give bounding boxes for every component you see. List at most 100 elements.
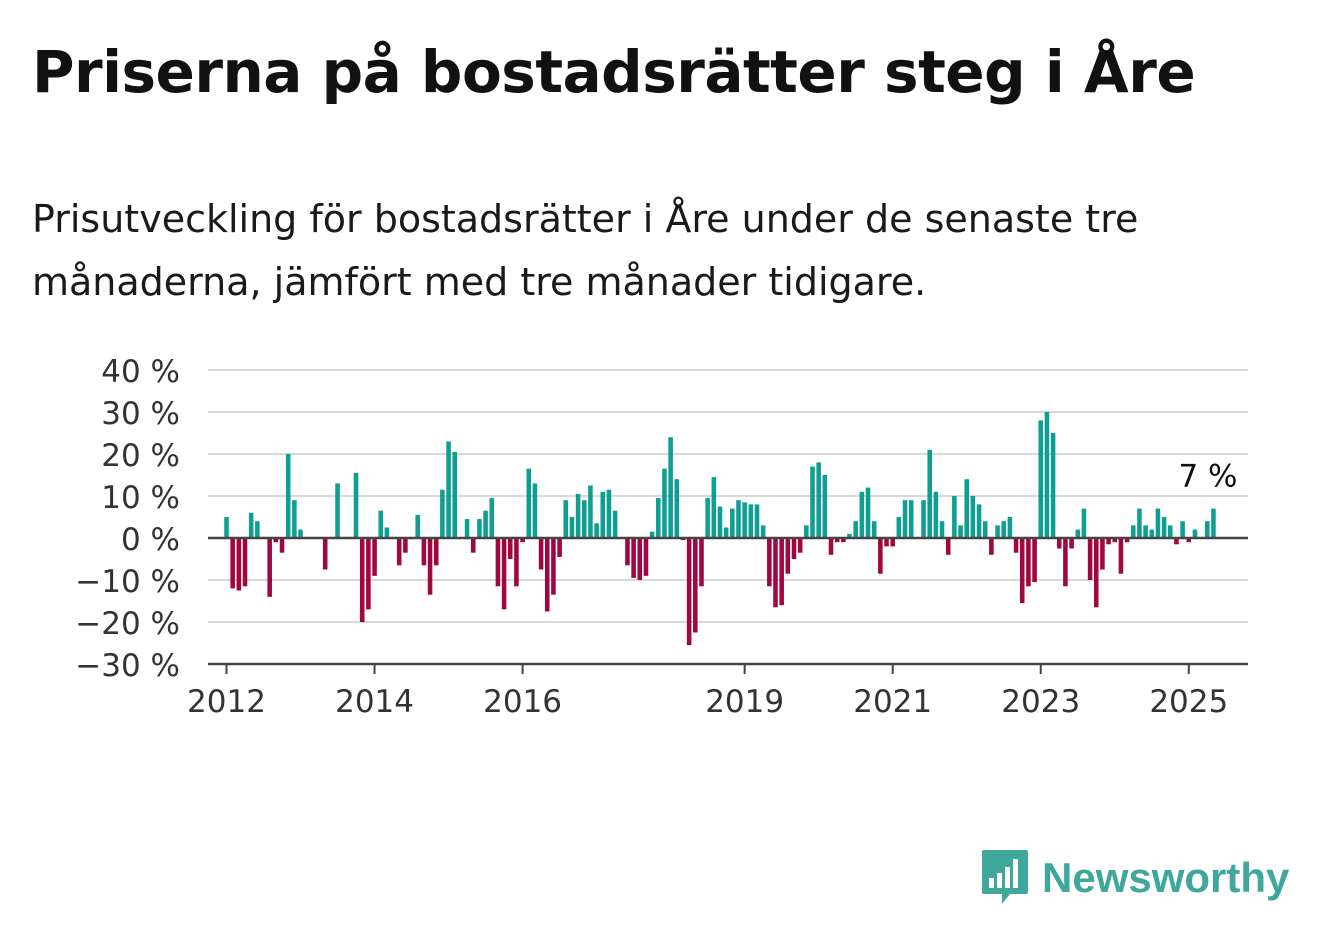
bar xyxy=(859,491,865,538)
bar xyxy=(267,538,272,597)
x-tick-label: 2023 xyxy=(1001,684,1080,720)
bar xyxy=(285,454,291,538)
bar xyxy=(896,517,902,538)
bar xyxy=(779,538,784,606)
bar xyxy=(785,538,791,574)
bar xyxy=(396,538,402,566)
bar xyxy=(1050,433,1056,538)
bar xyxy=(544,538,550,612)
newsworthy-logo-icon xyxy=(982,850,1028,904)
chart-title: Priserna på bostadsrätter steg i Åre xyxy=(32,38,1196,106)
bar xyxy=(1118,538,1124,574)
bar xyxy=(514,538,519,587)
bar xyxy=(501,538,507,610)
bar xyxy=(686,538,692,646)
bar xyxy=(538,538,544,570)
bar xyxy=(236,538,242,591)
bar xyxy=(1038,420,1044,538)
bar xyxy=(1186,538,1192,543)
x-tick-label: 2014 xyxy=(335,684,414,720)
bar xyxy=(1007,517,1013,538)
bar xyxy=(1106,538,1111,545)
bar xyxy=(797,538,803,553)
bar xyxy=(995,525,1000,538)
bar xyxy=(557,538,562,557)
bar xyxy=(359,538,365,622)
bar xyxy=(526,468,532,538)
bar xyxy=(989,538,994,555)
bar xyxy=(470,538,476,553)
bar xyxy=(1174,538,1179,545)
bar xyxy=(581,500,587,538)
bar xyxy=(1149,529,1155,538)
bar xyxy=(575,493,581,538)
bar xyxy=(483,510,488,538)
y-tick-label: 0 % xyxy=(121,522,180,558)
y-tick-label: 30 % xyxy=(101,396,180,432)
bar xyxy=(828,538,834,555)
bar xyxy=(742,502,747,538)
bar xyxy=(810,466,815,538)
bar xyxy=(279,538,285,553)
bar xyxy=(366,538,371,610)
bar xyxy=(1069,538,1074,549)
bar xyxy=(1026,538,1031,587)
bar xyxy=(699,538,704,587)
bar xyxy=(662,468,667,538)
bar-chart: −30 %−20 %−10 %0 %10 %20 %30 %40 % 2012 2… xyxy=(75,354,1248,720)
y-axis-labels: −30 % −20 % −10 % 0 % 10 % 20 % 30 % 40 % xyxy=(75,354,180,684)
bar xyxy=(507,538,513,559)
y-tick-label: 20 % xyxy=(101,438,180,474)
bar xyxy=(230,538,235,589)
bar xyxy=(242,538,248,587)
y-tick-label: 40 % xyxy=(101,354,180,390)
bar xyxy=(378,510,383,538)
bar xyxy=(255,521,260,538)
x-tick-label: 2025 xyxy=(1149,684,1228,720)
bar xyxy=(1124,538,1130,543)
gridlines xyxy=(208,369,1248,623)
bar xyxy=(933,491,939,538)
bar xyxy=(415,514,420,538)
bar xyxy=(446,441,451,538)
bar xyxy=(853,521,858,538)
bar xyxy=(834,538,840,543)
bar xyxy=(1075,529,1081,538)
bar xyxy=(1155,508,1161,538)
bar xyxy=(804,525,809,538)
latest-value-annotation: 7 % xyxy=(1178,459,1237,495)
bar xyxy=(822,475,828,538)
bar xyxy=(1137,508,1142,538)
chart-subtitle: Prisutveckling för bostadsrätter i Åre u… xyxy=(32,197,1139,304)
bar xyxy=(958,525,963,538)
bar xyxy=(1168,525,1173,538)
x-tick-label: 2012 xyxy=(187,684,266,720)
bar xyxy=(717,506,723,538)
bar xyxy=(1032,538,1037,583)
bar xyxy=(335,483,340,538)
bar xyxy=(532,483,538,538)
bar xyxy=(723,527,729,538)
bar xyxy=(1056,538,1062,549)
bar xyxy=(248,512,254,538)
bar xyxy=(816,462,821,538)
bar xyxy=(1081,508,1087,538)
bar xyxy=(902,500,908,538)
x-tick-label: 2016 xyxy=(483,684,562,720)
y-tick-label: −10 % xyxy=(75,564,180,600)
bar xyxy=(674,479,680,538)
bar xyxy=(668,437,673,538)
bar xyxy=(878,538,883,574)
bar xyxy=(612,510,618,538)
x-tick-label: 2019 xyxy=(705,684,784,720)
bar xyxy=(1211,508,1216,538)
bar xyxy=(970,496,976,538)
y-tick-label: 10 % xyxy=(101,480,180,516)
y-tick-label: −20 % xyxy=(75,606,180,642)
bar xyxy=(705,498,710,538)
bar xyxy=(594,523,599,538)
bar xyxy=(606,489,612,538)
bar xyxy=(1143,525,1148,538)
bar xyxy=(760,525,766,538)
bar xyxy=(588,485,593,538)
